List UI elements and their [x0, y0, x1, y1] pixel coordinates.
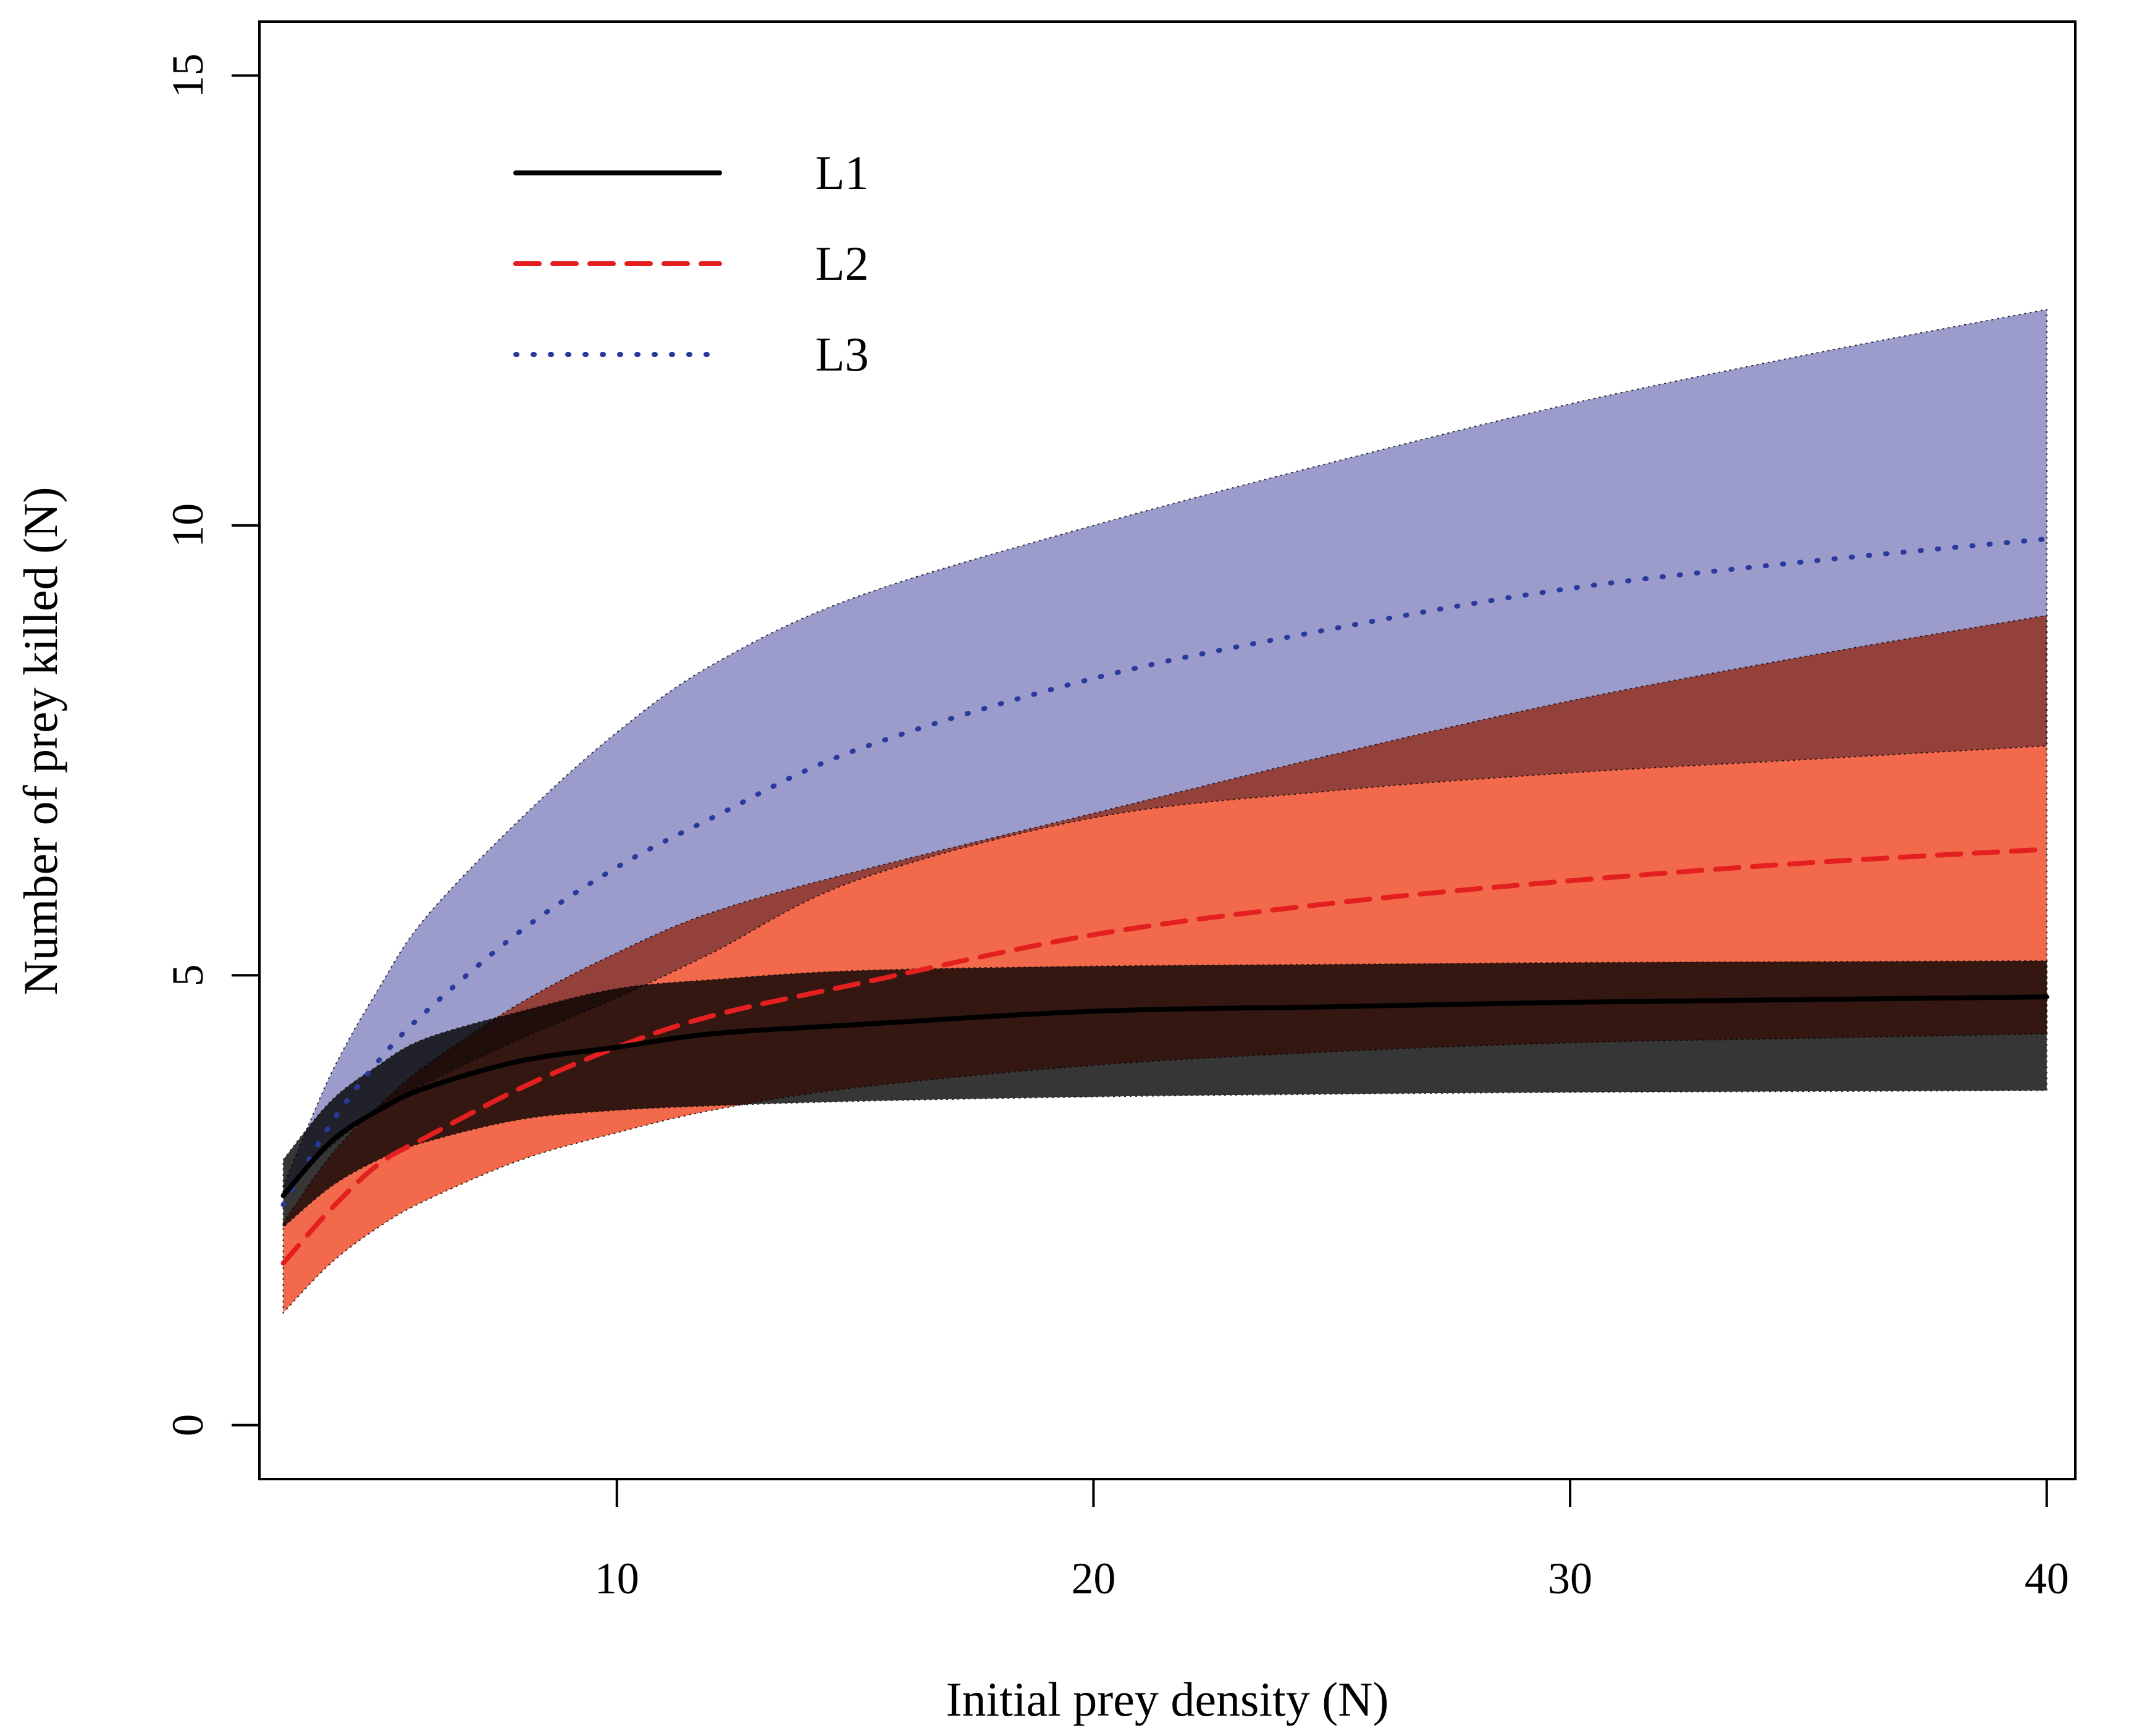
line-l1	[280, 994, 2049, 1199]
x-tick-label: 40	[2025, 1554, 2069, 1603]
y-axis-title: Number of prey killed (N)	[14, 487, 67, 995]
x-axis-title: Initial prey density (N)	[946, 1672, 1389, 1726]
legend-label-l2: L2	[815, 237, 869, 290]
x-tick-label: 10	[595, 1554, 639, 1603]
y-tick-label: 5	[163, 964, 212, 986]
legend-label-l1: L1	[815, 146, 869, 199]
band-l1	[282, 960, 2048, 1229]
legend: L1 L2 L3	[513, 146, 869, 381]
legend-label-l3: L3	[815, 327, 869, 381]
confidence-bands	[282, 308, 2048, 1314]
x-tick-label: 20	[1071, 1554, 1115, 1603]
line-l3	[280, 536, 2049, 1207]
line-l2	[280, 847, 2049, 1266]
y-tick-label: 15	[163, 53, 212, 98]
band-l2	[282, 614, 2048, 1314]
band-l3	[282, 308, 2048, 1197]
x-tick-label: 30	[1548, 1554, 1592, 1603]
series-lines	[280, 536, 2049, 1266]
y-tick-label: 0	[163, 1414, 212, 1436]
axes: 10 20 30 40 0 5 10 15	[163, 53, 2069, 1603]
y-tick-label: 10	[163, 503, 212, 548]
